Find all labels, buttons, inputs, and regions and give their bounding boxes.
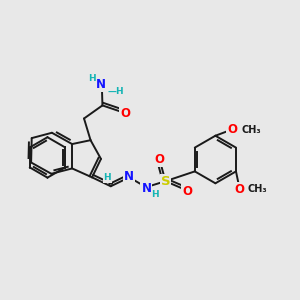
Text: H: H [103, 173, 111, 182]
Text: CH₃: CH₃ [247, 184, 267, 194]
Text: N: N [124, 170, 134, 183]
Text: H: H [88, 74, 96, 82]
Text: O: O [120, 106, 130, 120]
Text: —H: —H [107, 87, 124, 96]
Text: N: N [96, 78, 106, 91]
Text: O: O [154, 153, 164, 166]
Text: O: O [235, 183, 244, 196]
Text: N: N [141, 182, 152, 195]
Text: O: O [182, 185, 192, 198]
Text: H: H [151, 190, 159, 199]
Text: S: S [160, 175, 170, 188]
Text: O: O [227, 123, 237, 136]
Text: CH₃: CH₃ [242, 125, 261, 135]
